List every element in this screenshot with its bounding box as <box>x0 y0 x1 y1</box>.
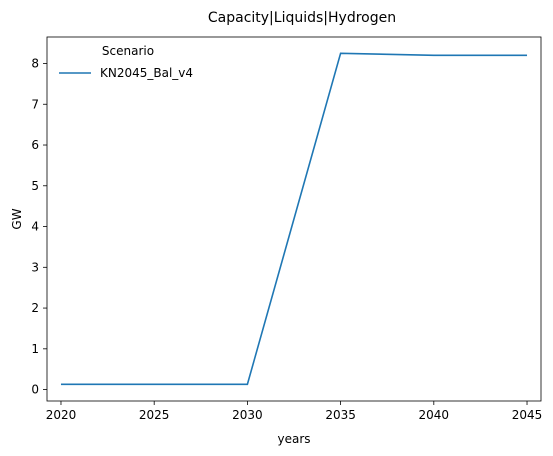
series-layer <box>60 52 528 386</box>
x-tick-label: 2020 <box>46 408 77 422</box>
y-tick-label: 6 <box>31 138 39 152</box>
x-axis-label: years <box>277 432 310 446</box>
x-tick-label: 2045 <box>512 408 543 422</box>
x-tick-label: 2035 <box>325 408 356 422</box>
legend-title: Scenario <box>102 44 154 58</box>
y-tick-label: 5 <box>31 179 39 193</box>
x-axis: 2020 2025 2030 2035 2040 2045 <box>46 401 543 422</box>
x-tick-label: 2025 <box>139 408 170 422</box>
legend-label-kn2045-bal-v4: KN2045_Bal_v4 <box>100 66 193 80</box>
plot-frame <box>46 36 542 402</box>
x-tick-label: 2040 <box>419 408 450 422</box>
y-tick-label: 4 <box>31 220 39 234</box>
y-tick-label: 0 <box>31 383 39 397</box>
y-axis-label: GW <box>10 208 24 229</box>
chart-title: Capacity|Liquids|Hydrogen <box>208 10 396 26</box>
series-line-kn2045-bal-v4 <box>60 52 528 386</box>
y-axis: 0 1 2 3 4 5 6 7 8 <box>31 56 47 397</box>
y-tick-label: 8 <box>31 56 39 70</box>
y-tick-label: 2 <box>31 301 39 315</box>
y-tick-label: 1 <box>31 342 39 356</box>
plot-area: 2020 2025 2030 2035 2040 2045 0 1 2 3 4 5 6 7 8 <box>31 36 543 422</box>
x-tick-label: 2030 <box>232 408 263 422</box>
y-tick-label: 3 <box>31 260 39 274</box>
y-tick-label: 7 <box>31 97 39 111</box>
legend: Scenario KN2045_Bal_v4 <box>59 44 193 80</box>
